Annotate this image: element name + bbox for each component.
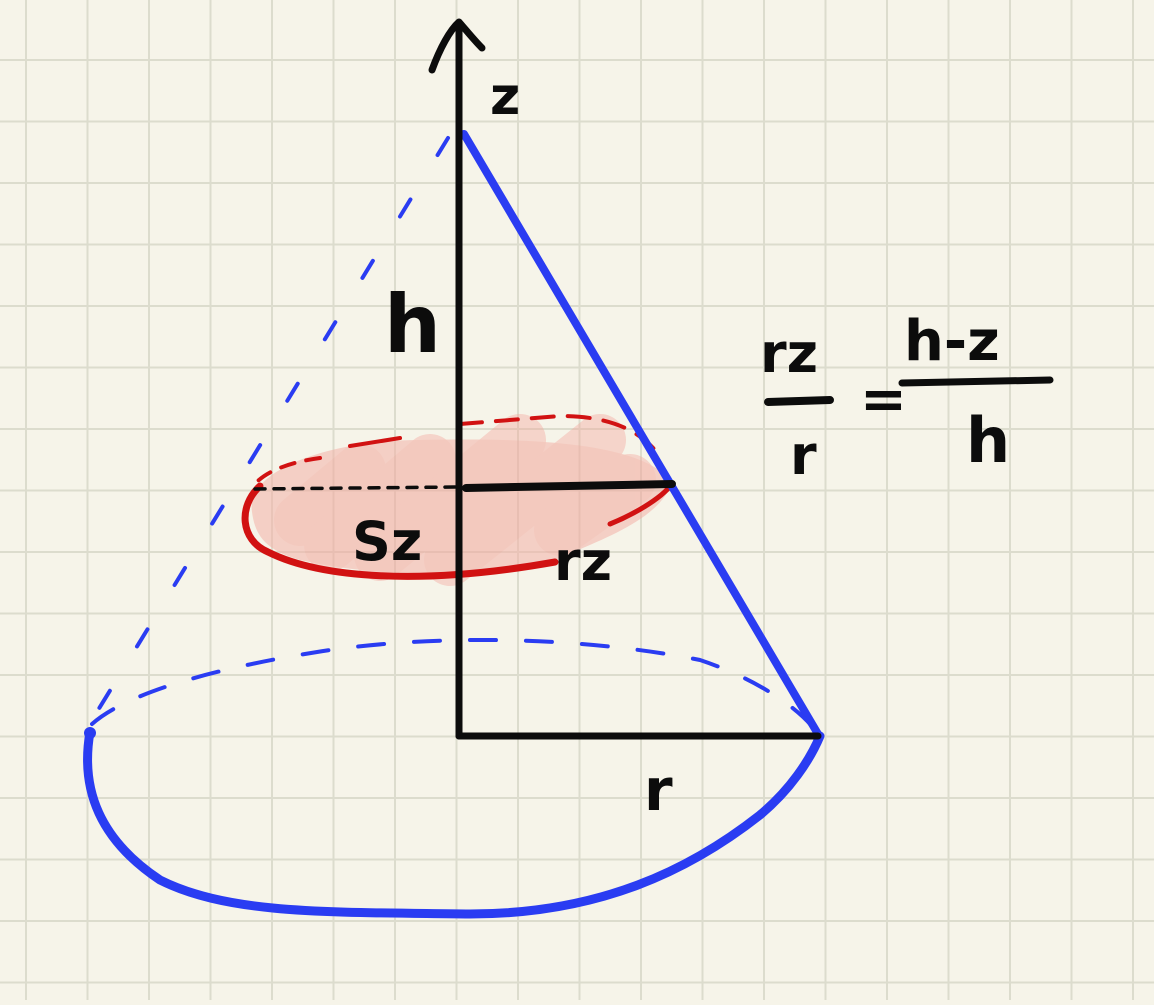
axis-lines — [253, 18, 822, 740]
base-radius-label: r — [644, 756, 673, 824]
formula-rhs-fraction-bar — [898, 376, 1054, 387]
section-radius-label: rz — [554, 530, 612, 593]
diagram-labels: z h Sz rz r — [352, 67, 673, 824]
formula-lhs-fraction-bar — [764, 396, 834, 406]
formula-lhs-denominator: r — [790, 424, 817, 487]
formula-rhs-numerator: h-z — [904, 309, 1000, 374]
z-axis-label: z — [490, 67, 520, 127]
formula-lhs-numerator: rz — [760, 322, 818, 385]
formula-rhs-denominator: h — [966, 404, 1010, 477]
ratio-formula: rz r = h-z h — [760, 309, 1054, 487]
cross-section-fill — [251, 414, 672, 586]
height-label: h — [384, 278, 441, 371]
formula-equals: = — [860, 367, 907, 432]
section-area-label: Sz — [352, 510, 422, 573]
cone-outline — [83, 130, 825, 919]
